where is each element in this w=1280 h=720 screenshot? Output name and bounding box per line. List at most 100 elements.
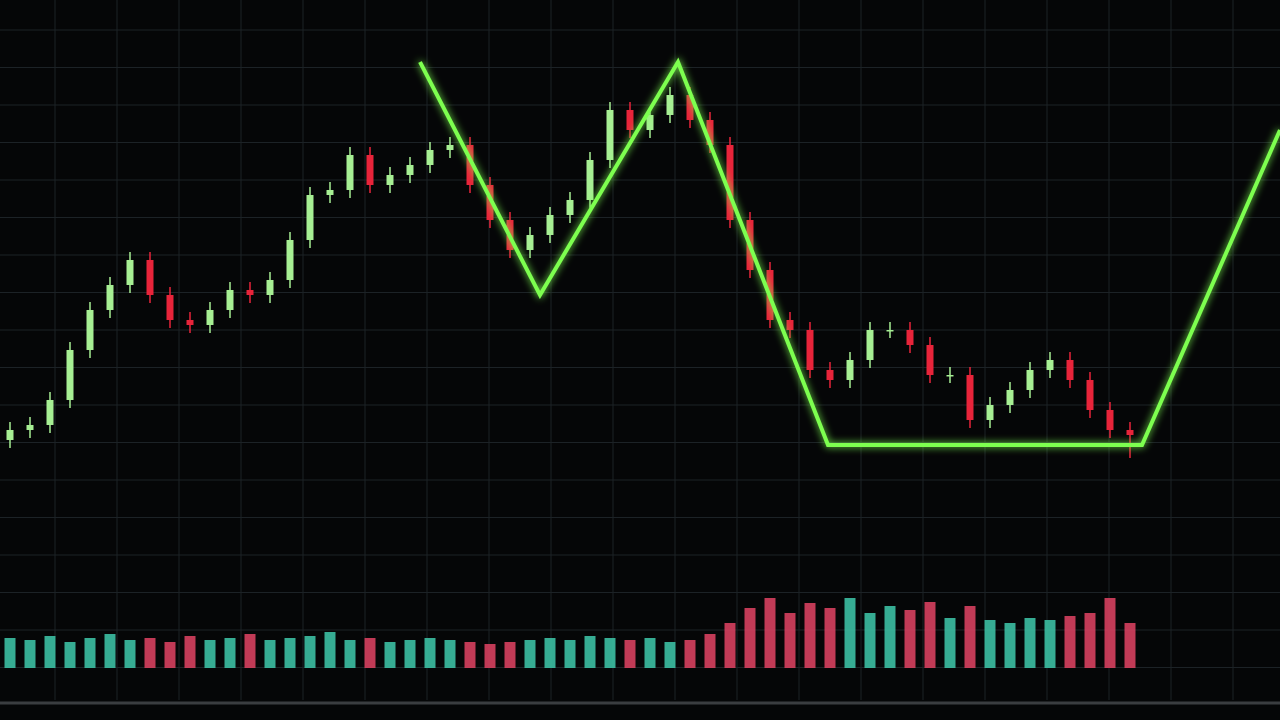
candle-body <box>46 400 54 425</box>
candle-body <box>266 280 274 295</box>
volume-bar <box>484 644 496 668</box>
candle-body <box>586 160 594 200</box>
candle-body <box>986 405 994 420</box>
candle-body <box>6 430 14 440</box>
candle-body <box>366 155 374 185</box>
volume-bar <box>584 636 596 668</box>
volume-bar <box>524 640 536 668</box>
volume-bar <box>644 638 656 668</box>
candle-body <box>1126 430 1134 435</box>
candle-body <box>806 330 814 370</box>
candle-body <box>146 260 154 295</box>
volume-bar <box>344 640 356 668</box>
candle-body <box>1086 380 1094 410</box>
candle-body <box>106 285 114 310</box>
volume-bar <box>384 642 396 668</box>
volume-bar <box>324 632 336 668</box>
candle-body <box>646 115 654 130</box>
candle-body <box>386 175 394 185</box>
candle-body <box>246 290 254 295</box>
volume-bar <box>1084 613 1096 668</box>
candle-body <box>946 375 954 377</box>
volume-bar <box>144 638 156 668</box>
candle-body <box>1006 390 1014 405</box>
candle-body <box>926 345 934 375</box>
candle-body <box>1046 360 1054 370</box>
candle-body <box>886 330 894 332</box>
volume-bar <box>564 640 576 668</box>
candle-body <box>286 240 294 280</box>
volume-bar <box>624 640 636 668</box>
volume-bar <box>804 603 816 668</box>
volume-bar <box>724 623 736 668</box>
volume-bar <box>604 638 616 668</box>
volume-bar <box>364 638 376 668</box>
volume-bar <box>184 636 196 668</box>
candle-body <box>206 310 214 325</box>
candle-body <box>526 235 534 250</box>
volume-bar <box>1044 620 1056 668</box>
candle-body <box>346 155 354 190</box>
volume-bar <box>904 610 916 668</box>
volume-bar <box>284 638 296 668</box>
volume-bar <box>764 598 776 668</box>
volume-bar <box>124 640 136 668</box>
volume-bar <box>884 606 896 668</box>
candle-body <box>86 310 94 350</box>
volume-bar <box>44 636 56 668</box>
candle-body <box>606 110 614 160</box>
candle-body <box>306 195 314 240</box>
volume-bar <box>224 638 236 668</box>
candle-body <box>966 375 974 420</box>
candle-body <box>906 330 914 345</box>
volume-bar <box>1104 598 1116 668</box>
volume-bar <box>84 638 96 668</box>
candle-body <box>1026 370 1034 390</box>
candle-body <box>1066 360 1074 380</box>
volume-bar <box>784 613 796 668</box>
volume-bar <box>104 634 116 668</box>
volume-bar <box>264 640 276 668</box>
candle-body <box>726 145 734 220</box>
candle-body <box>426 150 434 165</box>
candle-body <box>186 320 194 325</box>
volume-bar <box>864 613 876 668</box>
volume-bar <box>744 608 756 668</box>
volume-bar <box>504 642 516 668</box>
candle-body <box>446 145 454 150</box>
volume-bar <box>24 640 36 668</box>
candle-body <box>226 290 234 310</box>
volume-bar <box>464 642 476 668</box>
volume-bar <box>1024 618 1036 668</box>
candle-body <box>466 145 474 185</box>
volume-bar <box>4 638 16 668</box>
volume-bar <box>244 634 256 668</box>
volume-bar <box>164 642 176 668</box>
candle-body <box>66 350 74 400</box>
candle-body <box>126 260 134 285</box>
candle-body <box>1106 410 1114 430</box>
candle-body <box>566 200 574 215</box>
candle-body <box>866 330 874 360</box>
candle-body <box>666 95 674 115</box>
volume-bar <box>964 606 976 668</box>
candle-body <box>406 165 414 175</box>
volume-bar <box>1064 616 1076 668</box>
volume-bar <box>684 640 696 668</box>
candle-body <box>166 295 174 320</box>
volume-bar <box>1004 623 1016 668</box>
candle-body <box>326 190 334 195</box>
volume-bar <box>1124 623 1136 668</box>
volume-bar <box>844 598 856 668</box>
pattern-line <box>418 57 1280 447</box>
volume-bar <box>64 642 76 668</box>
candle-body <box>26 425 34 430</box>
volume-bar <box>424 638 436 668</box>
volume-bar <box>544 638 556 668</box>
candle-body <box>706 120 714 145</box>
volume-bar <box>944 618 956 668</box>
volume-bar <box>404 640 416 668</box>
volume-bar <box>924 602 936 668</box>
